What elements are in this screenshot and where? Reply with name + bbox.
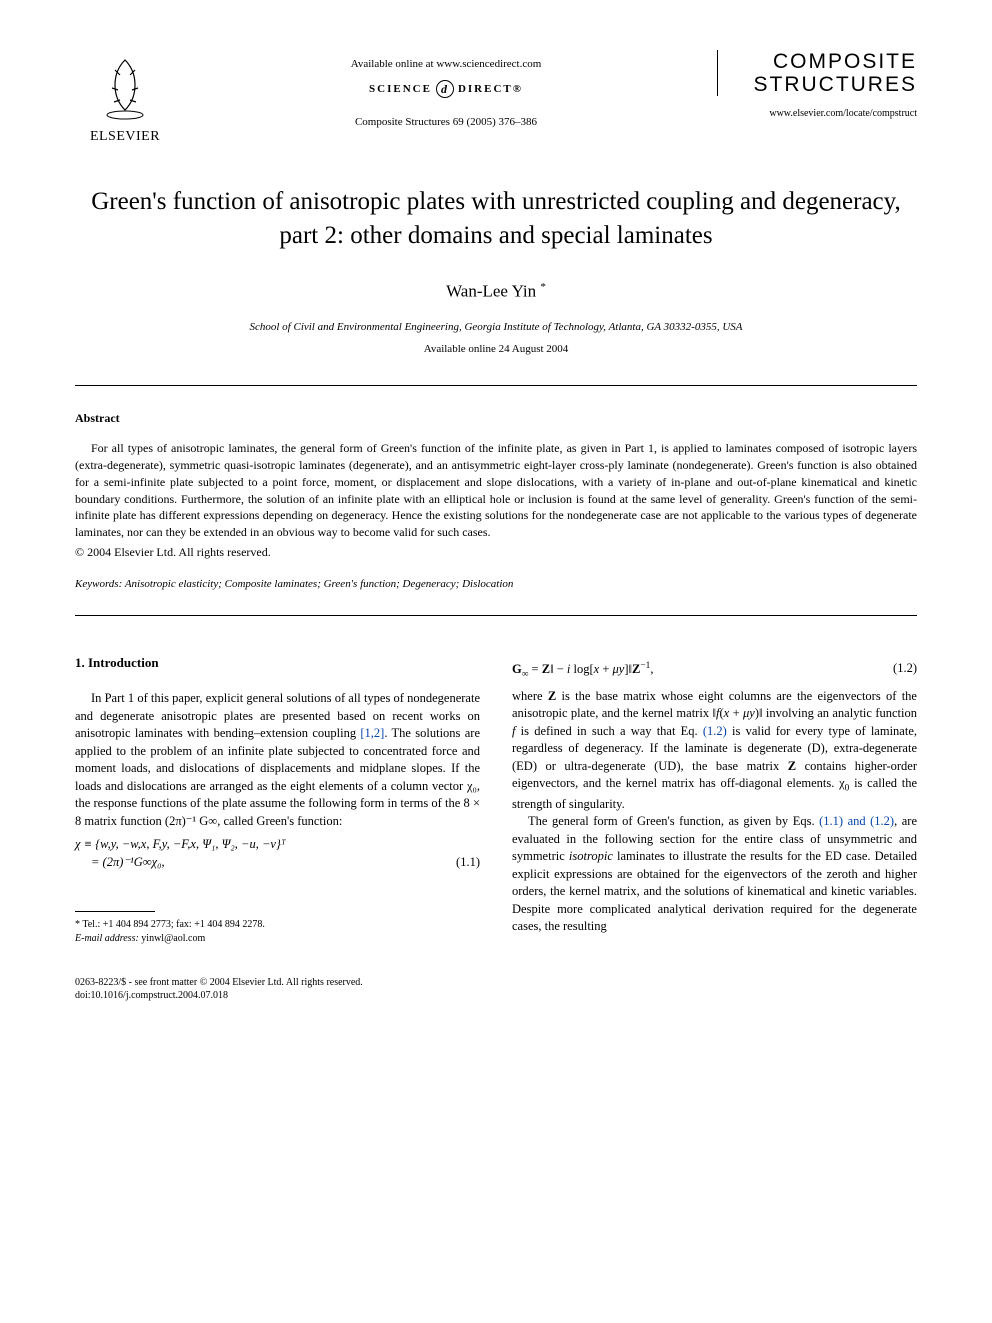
elsevier-logo-icon bbox=[90, 50, 160, 125]
author-name: Wan-Lee Yin * bbox=[75, 281, 917, 302]
journal-block: COMPOSITE STRUCTURES www.elsevier.com/lo… bbox=[717, 50, 917, 119]
equation-1-2: G∞ = Z‖ − i log[x + μy]‖Z−1, (1.2) bbox=[512, 660, 917, 682]
direct-text: DIRECT® bbox=[458, 83, 523, 95]
intro-para-3: The general form of Green's function, as… bbox=[512, 813, 917, 936]
left-column: 1. Introduction In Part 1 of this paper,… bbox=[75, 654, 480, 1002]
intro-para-1b: . The solutions are applied to the probl… bbox=[75, 726, 480, 828]
center-header: Available online at www.sciencedirect.co… bbox=[175, 50, 717, 128]
journal-url[interactable]: www.elsevier.com/locate/compstruct bbox=[717, 108, 917, 119]
section-1-heading: 1. Introduction bbox=[75, 654, 480, 672]
keywords-label: Keywords: bbox=[75, 578, 122, 590]
eq1-line2: = (2π)⁻¹G∞χ₀, bbox=[75, 854, 286, 872]
footnote-divider bbox=[75, 911, 155, 912]
publisher-name: ELSEVIER bbox=[90, 129, 160, 145]
equation-1-1: χ ≡ {w,y, −w,x, F,y, −F,x, Ψ₁, Ψ₂, −u, −… bbox=[75, 836, 480, 871]
sciencedirect-logo: SCIENCE d DIRECT® bbox=[175, 80, 717, 98]
date-online: Available online 24 August 2004 bbox=[75, 343, 917, 355]
journal-title-line1: COMPOSITE bbox=[773, 50, 917, 73]
journal-reference: Composite Structures 69 (2005) 376–386 bbox=[175, 116, 717, 128]
ref-link-1-2[interactable]: [1,2] bbox=[360, 726, 384, 740]
equation-1-2-body: G∞ = Z‖ − i log[x + μy]‖Z−1, bbox=[512, 660, 653, 682]
abstract-bottom-divider bbox=[75, 615, 917, 616]
abstract-text: For all types of anisotropic laminates, … bbox=[75, 440, 917, 541]
footnote-email: E-mail address: yinwl@aol.com bbox=[75, 932, 480, 946]
eq1-line1: χ ≡ {w,y, −w,x, F,y, −F,x, Ψ₁, Ψ₂, −u, −… bbox=[75, 836, 286, 854]
keywords-text: Anisotropic elasticity; Composite lamina… bbox=[122, 578, 513, 590]
abstract-top-divider bbox=[75, 385, 917, 386]
equation-1-1-body: χ ≡ {w,y, −w,x, F,y, −F,x, Ψ₁, Ψ₂, −u, −… bbox=[75, 836, 286, 871]
body-columns: 1. Introduction In Part 1 of this paper,… bbox=[75, 654, 917, 1002]
journal-title-line2: STRUCTURES bbox=[753, 73, 917, 96]
article-title: Green's function of anisotropic plates w… bbox=[75, 185, 917, 253]
author-corresponding-mark: * bbox=[540, 281, 546, 293]
keywords: Keywords: Anisotropic elasticity; Compos… bbox=[75, 578, 917, 590]
affiliation: School of Civil and Environmental Engine… bbox=[75, 321, 917, 333]
footnote-tel: * Tel.: +1 404 894 2773; fax: +1 404 894… bbox=[75, 918, 480, 932]
intro-para-1: In Part 1 of this paper, explicit genera… bbox=[75, 690, 480, 830]
intro-para-2: where Z is the base matrix whose eight c… bbox=[512, 688, 917, 814]
email-address[interactable]: yinwl@aol.com bbox=[139, 933, 205, 944]
available-online-text: Available online at www.sciencedirect.co… bbox=[175, 58, 717, 70]
equation-1-2-number: (1.2) bbox=[893, 660, 917, 678]
abstract-heading: Abstract bbox=[75, 411, 917, 426]
author-name-text: Wan-Lee Yin bbox=[446, 281, 536, 300]
sciencedirect-d-icon: d bbox=[436, 80, 454, 98]
ref-link-eqs-1-1-1-2[interactable]: (1.1) and (1.2) bbox=[819, 814, 894, 828]
equation-1-1-number: (1.1) bbox=[456, 854, 480, 872]
ref-link-eq-1-2[interactable]: (1.2) bbox=[703, 724, 727, 738]
right-column: G∞ = Z‖ − i log[x + μy]‖Z−1, (1.2) where… bbox=[512, 654, 917, 1002]
copyright-text: © 2004 Elsevier Ltd. All rights reserved… bbox=[75, 545, 917, 560]
issn-text: 0263-8223/$ - see front matter © 2004 El… bbox=[75, 976, 480, 989]
bottom-info: 0263-8223/$ - see front matter © 2004 El… bbox=[75, 976, 480, 1002]
header-row: ELSEVIER Available online at www.science… bbox=[75, 50, 917, 145]
doi-text: doi:10.1016/j.compstruct.2004.07.018 bbox=[75, 989, 480, 1002]
journal-title: COMPOSITE STRUCTURES bbox=[717, 50, 917, 96]
science-text: SCIENCE bbox=[369, 83, 432, 95]
publisher-block: ELSEVIER bbox=[75, 50, 175, 145]
email-label: E-mail address: bbox=[75, 933, 139, 944]
